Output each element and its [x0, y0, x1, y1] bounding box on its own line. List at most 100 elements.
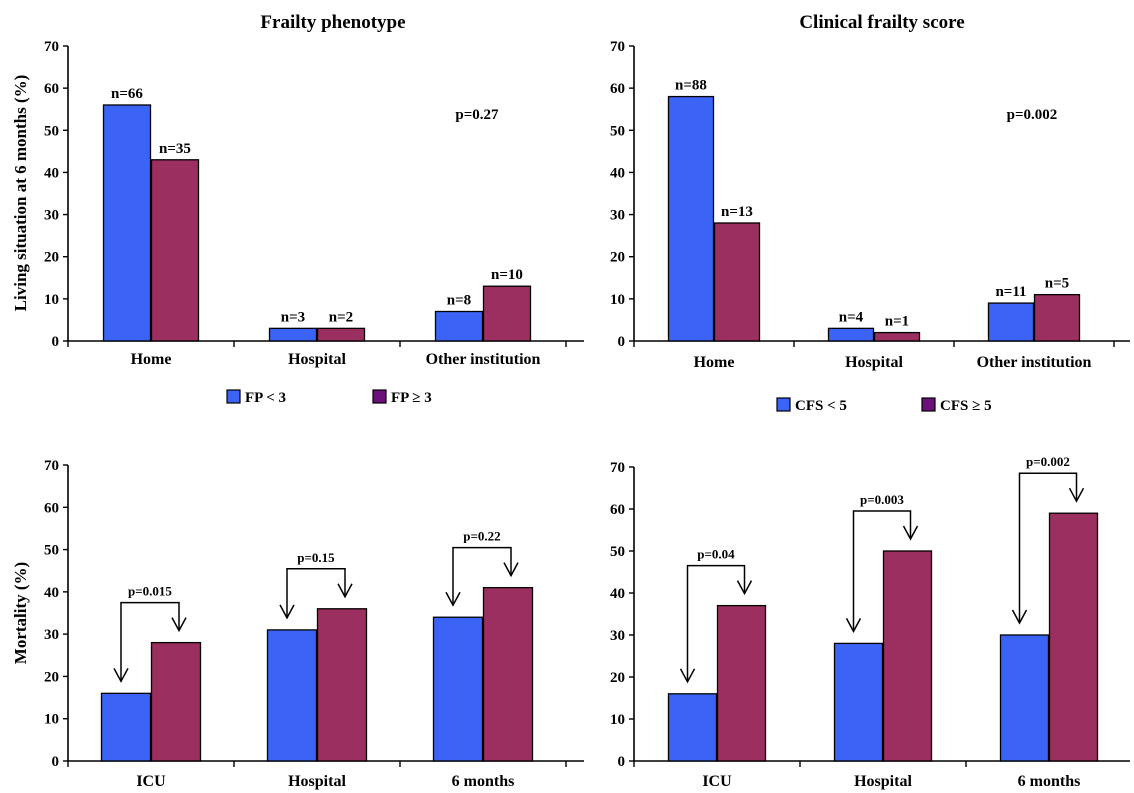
- y-tick-label: 60: [610, 502, 625, 518]
- arrowhead-right: [902, 525, 919, 541]
- y-tick-label: 20: [610, 250, 625, 266]
- bar-series-2: [316, 327, 366, 342]
- p-value-label: p=0.003: [860, 492, 904, 507]
- bar-series-1: [432, 616, 484, 762]
- legend-entry: FP < 3: [245, 390, 286, 406]
- y-tick-label: 0: [52, 754, 60, 770]
- legend-swatch-1: [226, 389, 241, 404]
- y-tick-label: 0: [618, 754, 626, 770]
- legend-entry: FP ≥ 3: [391, 390, 432, 406]
- x-category-label: ICU: [136, 773, 166, 790]
- arrowhead-left: [279, 604, 295, 620]
- bar-data-label: n=13: [721, 204, 753, 220]
- y-tick-label: 30: [610, 628, 625, 644]
- legend-swatch-2: [372, 389, 387, 404]
- arrowhead-right: [736, 580, 753, 596]
- bar-series-2: [150, 159, 200, 342]
- y-tick-label: 50: [610, 544, 625, 560]
- x-category-label: Home: [694, 354, 735, 371]
- bar-series-1: [667, 693, 718, 762]
- y-tick-label: 10: [610, 292, 625, 308]
- y-tick-label: 30: [44, 208, 59, 224]
- x-category-label: Hospital: [845, 354, 903, 371]
- y-tick-label: 20: [44, 250, 59, 266]
- bar-series-2: [882, 550, 933, 762]
- x-category-label: Home: [131, 351, 172, 368]
- x-category-label: 6 months: [1018, 773, 1081, 790]
- bar-series-2: [716, 604, 767, 762]
- y-tick-label: 10: [610, 712, 625, 728]
- y-tick-label: 40: [610, 586, 625, 602]
- comparison-bracket: [120, 601, 180, 682]
- arrowhead-right: [1068, 487, 1085, 503]
- y-tick-label: 50: [44, 543, 59, 559]
- x-category-label: Other institution: [977, 354, 1092, 371]
- y-tick-label: 60: [610, 81, 625, 97]
- comparison-bracket: [452, 546, 512, 606]
- y-tick-label: 40: [44, 585, 59, 601]
- legend-swatch-1: [776, 397, 791, 412]
- bar-series-2: [1033, 293, 1081, 342]
- p-value-label: p=0.002: [1026, 454, 1070, 469]
- bar-series-2: [873, 331, 921, 342]
- y-tick-label: 70: [610, 460, 625, 476]
- bar-series-1: [833, 642, 884, 762]
- bar-series-2: [482, 285, 532, 342]
- bar-series-1: [266, 629, 318, 762]
- bar-series-2: [482, 586, 534, 762]
- comparison-bracket: [686, 564, 746, 682]
- y-tick-label: 40: [44, 165, 59, 181]
- bar-data-label: n=8: [447, 293, 471, 309]
- y-tick-label: 30: [44, 627, 59, 643]
- comparison-bracket: [1018, 472, 1078, 623]
- legend-swatch-2: [921, 397, 936, 412]
- bar-series-2: [1048, 512, 1099, 762]
- bar-series-1: [667, 95, 715, 342]
- arrowhead-left: [445, 591, 461, 607]
- y-tick-label: 10: [44, 292, 59, 308]
- bar-data-label: n=66: [111, 86, 143, 102]
- y-tick-label: 0: [52, 334, 60, 350]
- legend-entry: CFS ≥ 5: [940, 398, 992, 414]
- bar-series-2: [150, 641, 202, 762]
- arrowhead-right: [503, 562, 519, 578]
- bar-data-label: n=10: [491, 267, 523, 283]
- bar-series-1: [100, 692, 152, 762]
- bar-series-1: [987, 302, 1035, 342]
- y-tick-label: 0: [618, 334, 626, 350]
- bar-series-1: [268, 327, 318, 342]
- bar-series-1: [827, 327, 875, 342]
- bar-data-label: n=2: [329, 309, 353, 325]
- bar-data-label: n=88: [675, 78, 707, 94]
- y-tick-label: 40: [610, 165, 625, 181]
- x-category-label: 6 months: [452, 773, 515, 790]
- bar-data-label: n=4: [839, 309, 864, 325]
- y-tick-label: 70: [610, 39, 625, 55]
- y-tick-label: 10: [44, 712, 59, 728]
- x-category-label: Hospital: [854, 773, 912, 790]
- y-tick-label: 30: [610, 208, 625, 224]
- bar-data-label: n=35: [159, 141, 191, 157]
- arrowhead-left: [845, 618, 862, 633]
- y-axis-label: Living situation at 6 months (%): [11, 75, 30, 312]
- chart-title: Clinical frailty score: [799, 12, 964, 33]
- y-tick-label: 70: [44, 39, 59, 55]
- p-value-label: p=0.22: [463, 529, 500, 544]
- x-category-label: ICU: [702, 773, 732, 790]
- legend-entry: CFS < 5: [795, 398, 847, 414]
- bar-series-2: [316, 608, 368, 762]
- x-category-label: Other institution: [426, 351, 541, 368]
- x-category-label: Hospital: [288, 351, 346, 368]
- arrowhead-left: [1011, 609, 1028, 625]
- p-value-annotation: p=0.27: [455, 107, 499, 123]
- arrowhead-right: [171, 617, 187, 633]
- bar-series-1: [102, 104, 152, 342]
- y-tick-label: 20: [610, 670, 625, 686]
- bar-data-label: n=11: [995, 284, 1026, 300]
- bar-series-2: [713, 222, 761, 342]
- y-tick-label: 50: [610, 123, 625, 139]
- p-value-label: p=0.04: [697, 547, 735, 562]
- y-tick-label: 50: [44, 123, 59, 139]
- y-tick-label: 60: [44, 81, 59, 97]
